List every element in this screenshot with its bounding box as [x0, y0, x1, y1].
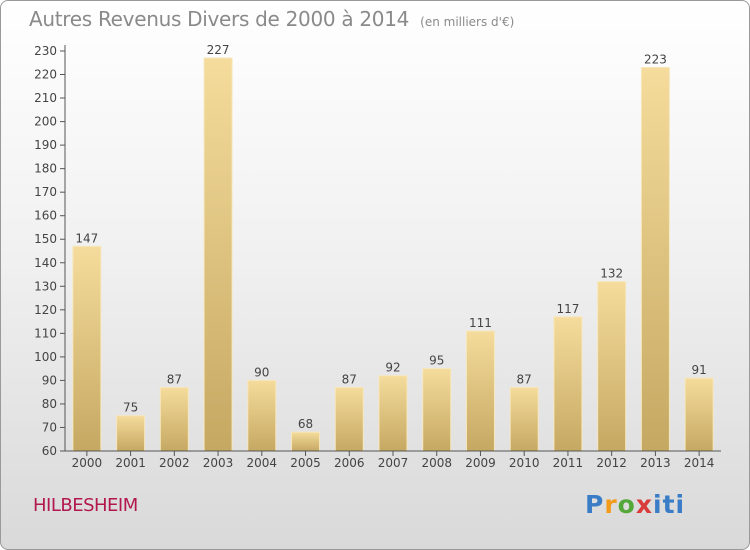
y-tick-label: 160 [34, 209, 57, 223]
y-tick-label: 170 [34, 185, 57, 199]
bar-2014 [684, 377, 714, 452]
y-tick-label: 220 [34, 68, 57, 82]
y-tick-label: 180 [34, 162, 57, 176]
bar-2008 [422, 368, 452, 452]
data-label-2013: 223 [644, 52, 667, 66]
bar-2011 [553, 316, 583, 452]
bar-2003 [203, 57, 233, 452]
bar-2007 [378, 375, 408, 452]
bar-2002 [159, 386, 189, 452]
data-label-2002: 87 [167, 372, 182, 386]
x-tick-label-2010: 2010 [509, 456, 540, 470]
x-tick-label-2006: 2006 [334, 456, 365, 470]
y-tick-label: 70 [42, 420, 57, 434]
bar-2010 [509, 386, 539, 452]
data-label-2010: 87 [517, 372, 532, 386]
y-tick-label: 60 [42, 444, 57, 458]
bar-2012 [597, 281, 627, 452]
bar-2005 [291, 431, 321, 452]
bar-2001 [116, 415, 146, 452]
data-label-2014: 91 [691, 363, 706, 377]
title-row: Autres Revenus Divers de 2000 à 2014 (en… [29, 7, 514, 31]
proxiti-logo: Proxiti [585, 490, 686, 519]
bars: 147 75 87 227 90 68 87 92 95 111 87 117 132 223 91 [72, 43, 714, 452]
data-label-2011: 117 [556, 302, 579, 316]
data-label-2006: 87 [342, 372, 357, 386]
data-label-2003: 227 [207, 43, 230, 57]
x-tick-label-2011: 2011 [553, 456, 584, 470]
y-tick-label: 230 [34, 44, 57, 58]
bar-2000 [72, 245, 102, 452]
data-label-2008: 95 [429, 354, 444, 368]
y-tick-label: 130 [34, 279, 57, 293]
x-tick-label-2009: 2009 [465, 456, 496, 470]
y-tick-label: 190 [34, 138, 57, 152]
y-tick-label: 100 [34, 350, 57, 364]
commune-name: HILBESHEIM [33, 495, 138, 516]
chart-subtitle: (en milliers d'€) [420, 15, 515, 29]
y-axis: 60 70 80 90 100 110 120 130 140 150 160 170 180 190 20… [34, 44, 66, 458]
x-tick-label-2000: 2000 [72, 456, 103, 470]
x-tick-label-2014: 2014 [684, 456, 715, 470]
y-tick-label: 210 [34, 91, 57, 105]
x-tick-label-2008: 2008 [421, 456, 452, 470]
y-tick-label: 140 [34, 256, 57, 270]
data-label-2012: 132 [600, 267, 623, 281]
y-tick-label: 110 [34, 326, 57, 340]
x-tick-label-2007: 2007 [378, 456, 409, 470]
data-label-2004: 90 [254, 365, 269, 379]
y-tick-label: 120 [34, 303, 57, 317]
x-tick-label-2001: 2001 [115, 456, 146, 470]
x-tick-label-2004: 2004 [247, 456, 278, 470]
y-tick-label: 200 [34, 115, 57, 129]
data-label-2000: 147 [75, 231, 98, 245]
x-tick-label-2005: 2005 [290, 456, 321, 470]
data-label-2005: 68 [298, 417, 313, 431]
bar-2013 [640, 66, 670, 452]
bar-2009 [465, 330, 495, 452]
y-tick-label: 90 [42, 373, 57, 387]
bar-2004 [247, 379, 277, 452]
bar-2006 [334, 386, 364, 452]
y-tick-label: 80 [42, 397, 57, 411]
x-tick-label-2013: 2013 [640, 456, 671, 470]
data-label-2009: 111 [469, 316, 492, 330]
x-tick-label-2002: 2002 [159, 456, 190, 470]
x-tick-label-2012: 2012 [596, 456, 627, 470]
data-label-2001: 75 [123, 401, 138, 415]
chart-title: Autres Revenus Divers de 2000 à 2014 [29, 7, 410, 31]
x-axis: 2000 2001 2002 2003 2004 2005 2006 2007 2008 2009… [65, 450, 721, 470]
x-tick-label-2003: 2003 [203, 456, 234, 470]
data-label-2007: 92 [385, 361, 400, 375]
y-tick-label: 150 [34, 232, 57, 246]
